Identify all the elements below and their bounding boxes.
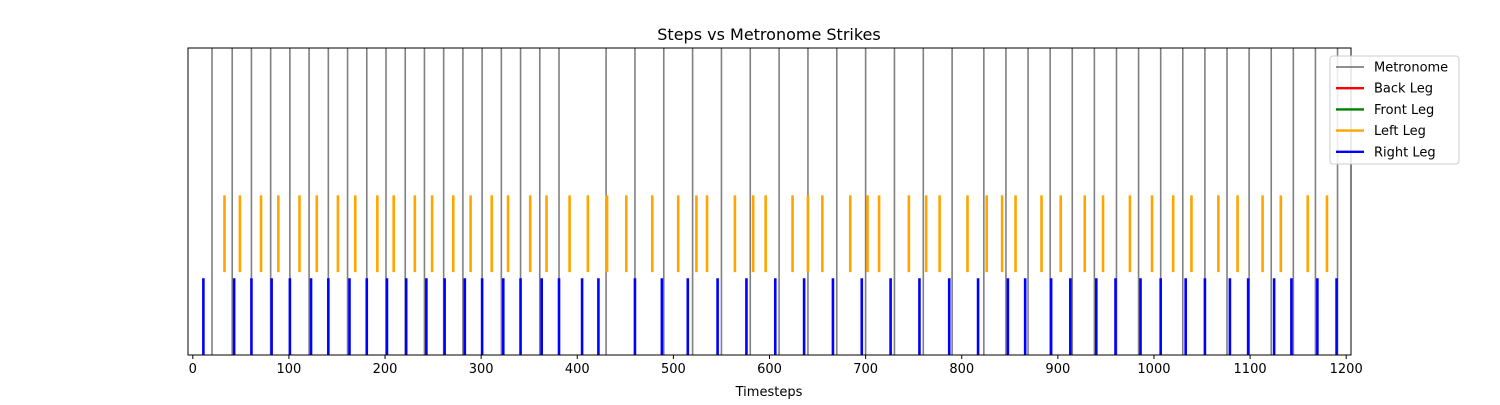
legend-box — [1329, 55, 1460, 165]
legend-label-right-leg: Right Leg — [1374, 145, 1436, 160]
legend-label-left-leg: Left Leg — [1374, 124, 1426, 139]
legend: Metronome Back Leg Front Leg Left Leg Right … — [1329, 55, 1460, 165]
x-tick-label-500: 500 — [661, 362, 686, 377]
legend-label-back-leg: Back Leg — [1374, 82, 1433, 97]
x-tick-label-1100: 1100 — [1234, 362, 1267, 377]
x-tick-label-1000: 1000 — [1137, 362, 1170, 377]
legend-label-front-leg: Front Leg — [1374, 103, 1434, 118]
x-tick-label-400: 400 — [565, 362, 590, 377]
x-tick-label-700: 700 — [853, 362, 878, 377]
plot-area-background — [188, 48, 1351, 355]
event-marks — [202, 48, 1339, 355]
x-tick-label-300: 300 — [469, 362, 494, 377]
x-tick-label-0: 0 — [189, 362, 197, 377]
x-tick-label-200: 200 — [373, 362, 398, 377]
x-tick-label-900: 900 — [1045, 362, 1070, 377]
x-tick-label-600: 600 — [757, 362, 782, 377]
x-tick-label-100: 100 — [277, 362, 302, 377]
x-axis-ticks: 0 100 200 300 400 500 600 700 800 900 1000 1100 1200 — [189, 355, 1363, 377]
legend-label-metronome: Metronome — [1374, 61, 1448, 76]
x-tick-label-1200: 1200 — [1330, 362, 1363, 377]
x-axis-label: Timesteps — [735, 385, 803, 400]
x-tick-label-800: 800 — [949, 362, 974, 377]
chart-title: Steps vs Metronome Strikes — [657, 25, 880, 44]
